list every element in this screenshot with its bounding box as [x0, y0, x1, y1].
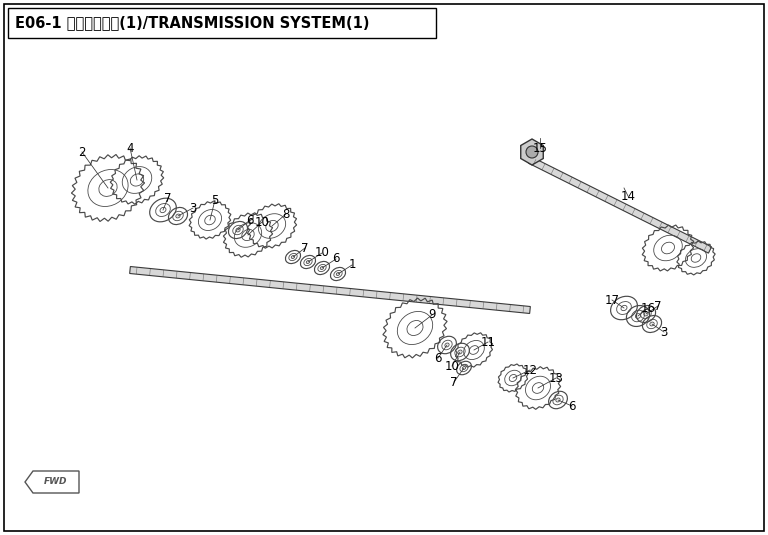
- Text: 13: 13: [548, 371, 564, 385]
- Text: 9: 9: [429, 309, 435, 322]
- Text: 10: 10: [315, 247, 329, 259]
- Text: 5: 5: [211, 194, 219, 207]
- Text: 6: 6: [247, 213, 253, 226]
- Polygon shape: [521, 139, 543, 165]
- Text: E06-1 换档变速总成(1)/TRANSMISSION SYSTEM(1): E06-1 换档变速总成(1)/TRANSMISSION SYSTEM(1): [15, 16, 369, 30]
- Text: 12: 12: [522, 363, 538, 377]
- Polygon shape: [130, 266, 531, 314]
- Text: 14: 14: [621, 189, 635, 203]
- Text: 6: 6: [568, 400, 576, 412]
- Text: 10: 10: [254, 216, 270, 228]
- Text: 17: 17: [604, 294, 620, 307]
- Text: 4: 4: [126, 141, 134, 155]
- Text: 7: 7: [450, 376, 458, 388]
- Text: 2: 2: [78, 146, 86, 158]
- Text: 3: 3: [190, 202, 197, 215]
- Circle shape: [526, 146, 538, 158]
- Text: 6: 6: [333, 253, 339, 265]
- Polygon shape: [528, 157, 712, 253]
- Text: FWD: FWD: [45, 478, 68, 486]
- Text: 10: 10: [445, 360, 459, 372]
- Text: 6: 6: [434, 351, 442, 364]
- Bar: [8, 8, 436, 38]
- Text: 11: 11: [481, 335, 495, 348]
- Text: 3: 3: [660, 325, 667, 339]
- Text: 16: 16: [641, 302, 656, 315]
- Text: 7: 7: [301, 241, 309, 255]
- Text: 7: 7: [164, 192, 172, 204]
- Text: 15: 15: [532, 141, 548, 155]
- Text: 7: 7: [654, 300, 662, 312]
- Text: 1: 1: [348, 258, 356, 271]
- Text: 8: 8: [283, 208, 290, 220]
